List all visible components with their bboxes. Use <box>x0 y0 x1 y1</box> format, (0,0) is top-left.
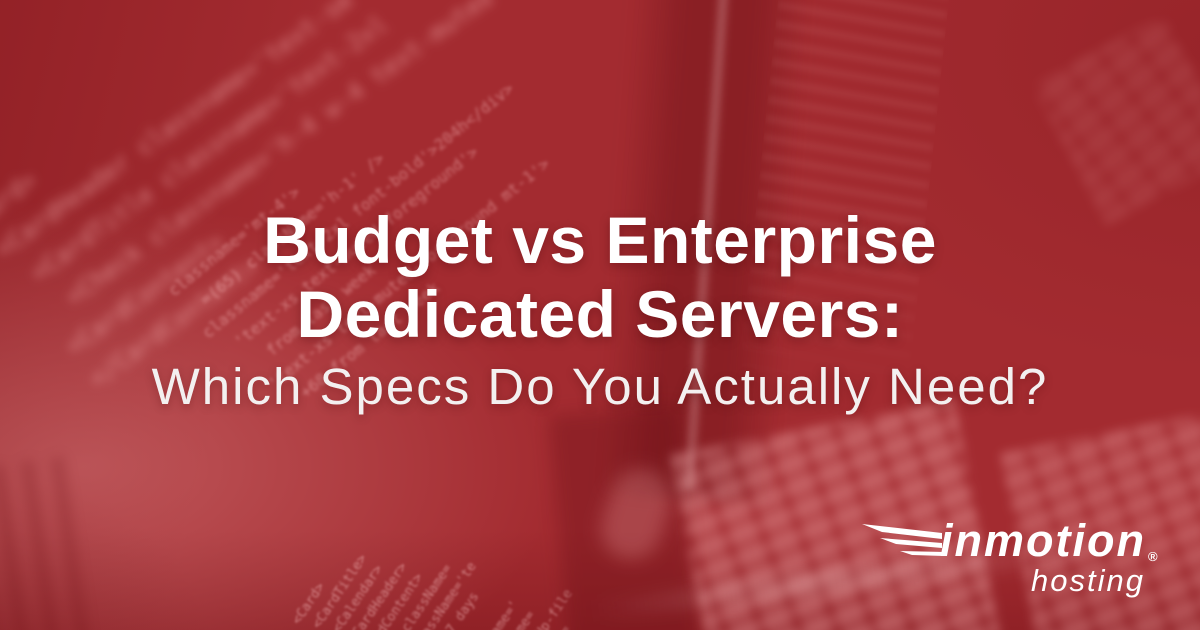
logo-registered-mark: ® <box>1148 549 1158 564</box>
code-line: <Calendar> <box>321 562 387 630</box>
background-rack-bars-bottom-left <box>0 455 100 630</box>
code-line: <p className='te <box>384 559 480 630</box>
headline-line-1: Budget vs Enterprise <box>263 203 937 277</box>
background-rack-blocks-top-right <box>1031 14 1200 226</box>
headline-line-2: Dedicated Servers: <box>296 277 904 351</box>
inmotion-hosting-logo: inmotion ® hosting <box>858 503 1170 605</box>
code-line: <CardTitle> <box>305 551 371 630</box>
code-line: <div className= <box>368 561 456 630</box>
code-line: </CardHeader> <box>336 560 411 630</box>
code-line: <CardContent> <box>352 570 427 630</box>
logo-wordmark: inmotion <box>940 515 1146 566</box>
code-line: <div> <box>0 0 522 221</box>
headline-block: Budget vs Enterprise Dedicated Servers: … <box>0 203 1200 416</box>
headline-subtitle: Which Specs Do You Actually Need? <box>151 358 1049 415</box>
logo-tagline: hosting <box>1031 563 1145 598</box>
logo-speed-lines-icon <box>862 524 944 556</box>
